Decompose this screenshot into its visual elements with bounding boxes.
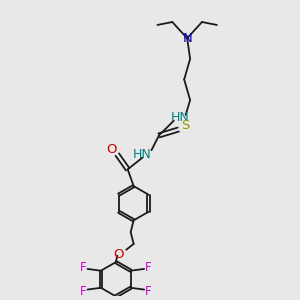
- Text: HN: HN: [170, 111, 189, 124]
- Text: F: F: [80, 261, 86, 274]
- Text: F: F: [80, 284, 86, 298]
- Text: N: N: [182, 32, 192, 45]
- Text: HN: HN: [133, 148, 152, 161]
- Text: O: O: [106, 143, 117, 156]
- Text: F: F: [145, 284, 152, 298]
- Text: O: O: [113, 248, 124, 261]
- Text: F: F: [145, 261, 152, 274]
- Text: S: S: [182, 119, 190, 132]
